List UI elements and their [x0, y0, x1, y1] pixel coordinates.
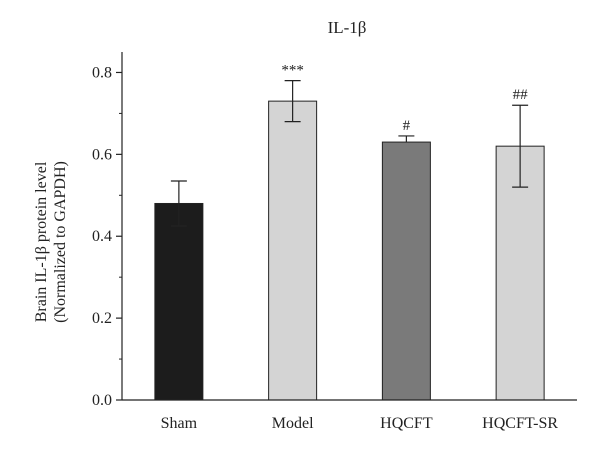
bars-layer: ***###	[154, 63, 545, 401]
x-tick-label-hqcft-sr: HQCFT-SR	[482, 415, 558, 432]
chart-title: IL-1β	[328, 18, 367, 37]
x-tick-label-sham: Sham	[161, 415, 198, 432]
y-tick-label-1: 0.2	[92, 310, 112, 327]
y-tick-label-4: 0.8	[92, 64, 112, 81]
significance-hqcft: #	[403, 118, 411, 134]
x-tick-label-model: Model	[272, 415, 314, 432]
y-axis-label-line2: (Normalized to GAPDH)	[52, 161, 69, 323]
bar-sham	[154, 202, 204, 401]
bar-hqcft	[381, 141, 431, 401]
bar-model	[268, 100, 318, 401]
significance-hqcft-sr: ##	[513, 87, 529, 103]
y-tick-label-0: 0.0	[92, 392, 112, 409]
axes-layer: Sham Model HQCFT HQCFT-SR 0.0 0.2 0.4 0.6 0.8	[92, 52, 577, 432]
x-tick-label-hqcft: HQCFT	[380, 415, 433, 432]
y-axis-label-line1: Brain IL-1β protein level	[33, 161, 50, 322]
y-tick-label-3: 0.6	[92, 146, 112, 163]
y-tick-label-2: 0.4	[92, 228, 112, 245]
y-axis-label: Brain IL-1β protein level (Normalized to…	[33, 161, 69, 323]
significance-model: ***	[281, 63, 304, 79]
